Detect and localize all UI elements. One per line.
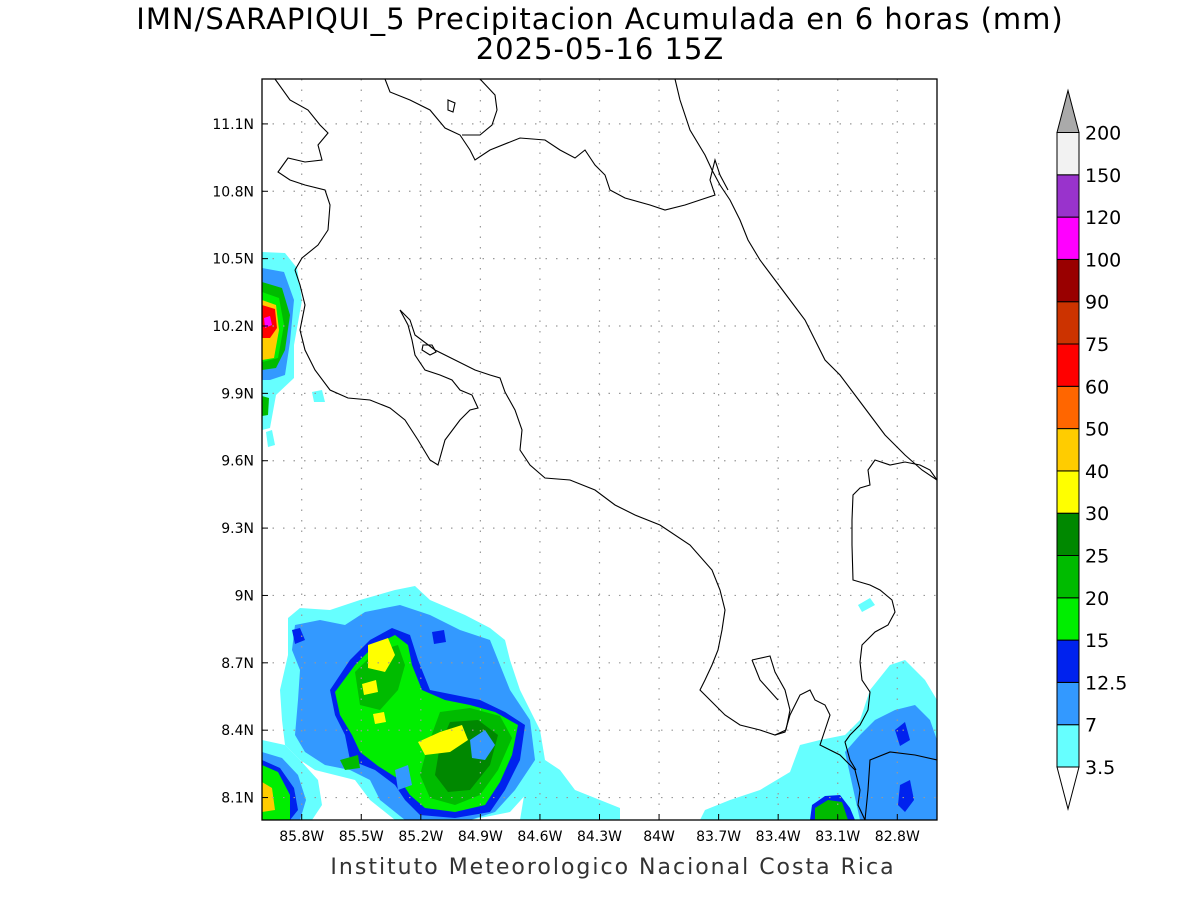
colorbar: 3.5 7 12.5 15 20 25 30 40 50 60 75 90 100 120 150 200 (1056, 88, 1127, 811)
lat-tick-label: 9.3N (221, 521, 254, 537)
colorbar-swatch (1056, 174, 1080, 218)
lon-tick-label: 83.7W (696, 829, 741, 845)
colorbar-level-label: 30 (1085, 503, 1109, 525)
lat-tick-label: 8.4N (221, 723, 254, 739)
lat-tick-label: 9.9N (221, 386, 254, 402)
colorbar-swatch (1056, 258, 1080, 303)
lon-tick-label: 85.2W (398, 829, 443, 845)
footer-credit: Instituto Meteorologico Nacional Costa R… (330, 855, 896, 880)
colorbar-level-label: 7 (1085, 715, 1097, 737)
colorbar-swatch (1056, 555, 1080, 599)
lat-tick-label: 10.5N (212, 252, 254, 268)
colorbar-swatch (1056, 681, 1080, 726)
colorbar-swatch (1056, 512, 1080, 557)
colorbar-swatch (1056, 597, 1080, 641)
lat-tick-label: 10.2N (212, 319, 254, 335)
colorbar-swatch (1056, 470, 1080, 514)
colorbar-swatch (1056, 428, 1080, 472)
lon-tick-label: 84.6W (517, 829, 562, 845)
lat-tick-label: 11.1N (212, 117, 254, 133)
map-subtitle: 2025-05-16 15Z (475, 32, 725, 66)
lon-tick-label: 84.9W (458, 829, 503, 845)
colorbar-swatch (1056, 343, 1080, 387)
lon-tick-label: 83.1W (815, 829, 860, 845)
longitude-axis: 85.8W 85.5W 85.2W 84.9W 84.6W 84.3W 84W 83.7W 83… (279, 814, 920, 845)
colorbar-level-label: 100 (1085, 249, 1121, 271)
colorbar-level-label: 12.5 (1085, 672, 1127, 694)
latitude-axis: 8.1N 8.4N 8.7N 9N 9.3N 9.6N 9.9N 10.2N 10.5N 10.8… (212, 117, 268, 807)
colorbar-under-triangle (1056, 766, 1080, 811)
coastline (274, 79, 937, 820)
lat-tick-label: 10.8N (212, 184, 254, 200)
map-title: IMN/SARAPIQUI_5 Precipitacion Acumulada … (136, 2, 1064, 36)
colorbar-level-label: 90 (1085, 292, 1109, 314)
colorbar-level-label: 15 (1085, 630, 1109, 652)
map-gridlines (262, 79, 937, 820)
colorbar-swatch (1056, 132, 1080, 176)
lat-tick-label: 9.6N (221, 454, 254, 470)
colorbar-level-label: 40 (1085, 461, 1109, 483)
colorbar-level-label: 60 (1085, 376, 1109, 398)
colorbar-swatch (1056, 639, 1080, 683)
lon-tick-label: 83.4W (756, 829, 801, 845)
lon-tick-label: 85.5W (339, 829, 384, 845)
lat-tick-label: 9N (235, 588, 254, 604)
lon-tick-label: 84.3W (577, 829, 622, 845)
colorbar-swatch (1056, 301, 1080, 345)
colorbar-level-label: 50 (1085, 419, 1109, 441)
colorbar-level-label: 75 (1085, 334, 1109, 356)
colorbar-level-label: 20 (1085, 588, 1109, 610)
colorbar-swatch (1056, 216, 1080, 260)
colorbar-level-label: 120 (1085, 207, 1121, 229)
lat-tick-label: 8.7N (221, 656, 254, 672)
colorbar-swatch (1056, 724, 1080, 768)
colorbar-level-label: 25 (1085, 546, 1109, 568)
lon-tick-label: 85.8W (279, 829, 324, 845)
lat-tick-label: 8.1N (221, 791, 254, 807)
lon-tick-label: 84W (643, 829, 675, 845)
colorbar-level-label: 3.5 (1085, 757, 1115, 779)
colorbar-level-label: 200 (1085, 123, 1121, 145)
colorbar-level-label: 150 (1085, 165, 1121, 187)
precipitation-field (262, 252, 937, 820)
colorbar-swatch (1056, 385, 1080, 430)
colorbar-over-triangle (1056, 88, 1080, 133)
lon-tick-label: 82.8W (875, 829, 920, 845)
